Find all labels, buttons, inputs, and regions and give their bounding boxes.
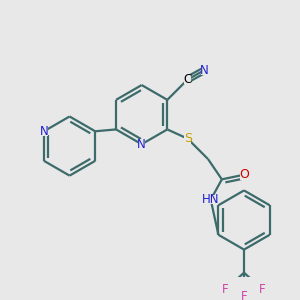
Bar <box>222 285 229 294</box>
Text: F: F <box>259 283 266 296</box>
Bar <box>184 75 191 84</box>
Bar <box>201 65 208 75</box>
Text: N: N <box>40 125 48 138</box>
Bar <box>138 140 145 149</box>
Bar <box>240 170 248 180</box>
Bar <box>241 292 248 300</box>
Bar <box>205 195 217 204</box>
Text: N: N <box>137 138 146 151</box>
Text: F: F <box>241 290 247 300</box>
Text: S: S <box>184 132 192 145</box>
Text: N: N <box>200 64 209 77</box>
Text: O: O <box>239 168 249 181</box>
Bar <box>259 285 266 294</box>
Text: C: C <box>184 73 192 86</box>
Bar <box>184 134 191 144</box>
Text: F: F <box>222 283 229 296</box>
Bar <box>40 127 47 136</box>
Text: HN: HN <box>202 193 220 206</box>
